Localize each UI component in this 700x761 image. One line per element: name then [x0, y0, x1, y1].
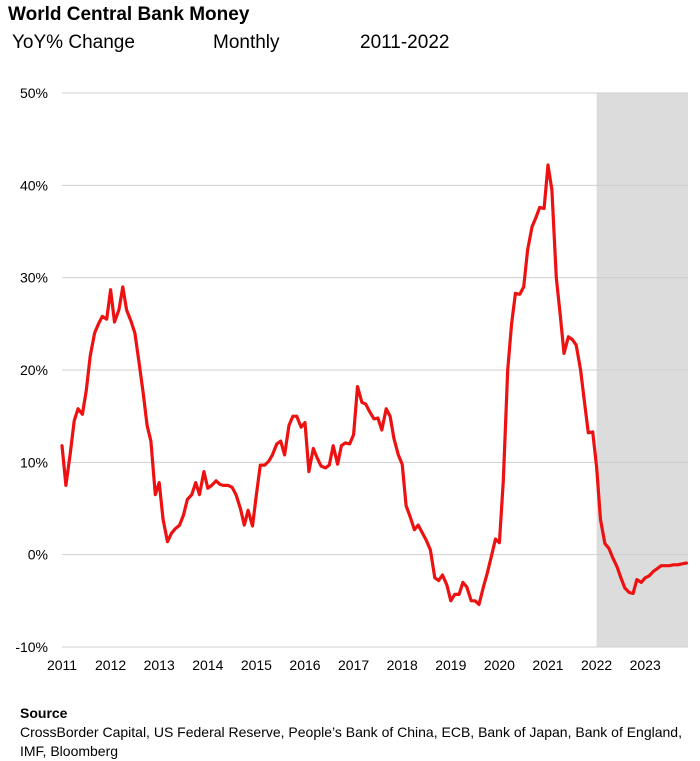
y-tick-label: -10%	[15, 639, 48, 655]
y-tick-label: 30%	[20, 270, 48, 286]
gridlines-layer	[62, 92, 688, 648]
y-tick-label: 40%	[20, 177, 48, 193]
x-tick-label: 2014	[192, 657, 223, 673]
subtitle-measure: YoY% Change	[12, 32, 135, 53]
x-tick-label: 2013	[144, 657, 175, 673]
source-text: CrossBorder Capital, US Federal Reserve,…	[20, 724, 682, 759]
subtitle-period: 2011-2022	[360, 32, 450, 53]
x-tick-label: 2011	[47, 657, 77, 673]
x-tick-label: 2018	[387, 657, 418, 673]
x-tick-label: 2022	[581, 657, 612, 673]
x-tick-label: 2017	[338, 657, 369, 673]
series-line	[60, 163, 689, 607]
x-tick-label: 2019	[435, 657, 466, 673]
series-layer	[60, 163, 689, 607]
y-tick-label: 20%	[20, 362, 48, 378]
x-tick-label: 2012	[95, 657, 126, 673]
x-tick-label: 2020	[484, 657, 515, 673]
subtitle-frequency: Monthly	[213, 32, 280, 53]
x-tick-label: 2023	[630, 657, 661, 673]
y-tick-label: 0%	[28, 547, 48, 563]
y-tick-label: 10%	[20, 454, 48, 470]
x-tick-label: 2021	[532, 657, 563, 673]
source-heading: Source	[20, 705, 68, 721]
x-axis-labels: 2011 2012 2013 2014 2015 2016 2017 2018 2019 2020…	[47, 657, 661, 673]
x-tick-label: 2016	[289, 657, 320, 673]
y-axis-labels: 50% 40% 30% 20% 10% 0% -10%	[15, 85, 48, 655]
y-tick-label: 50%	[20, 85, 48, 101]
line-chart: 50%40%30%20%10%0%-10% 2011 2012 2013 2014 20…	[15, 85, 689, 673]
x-tick-label: 2015	[241, 657, 272, 673]
chart-title: World Central Bank Money	[8, 4, 250, 25]
